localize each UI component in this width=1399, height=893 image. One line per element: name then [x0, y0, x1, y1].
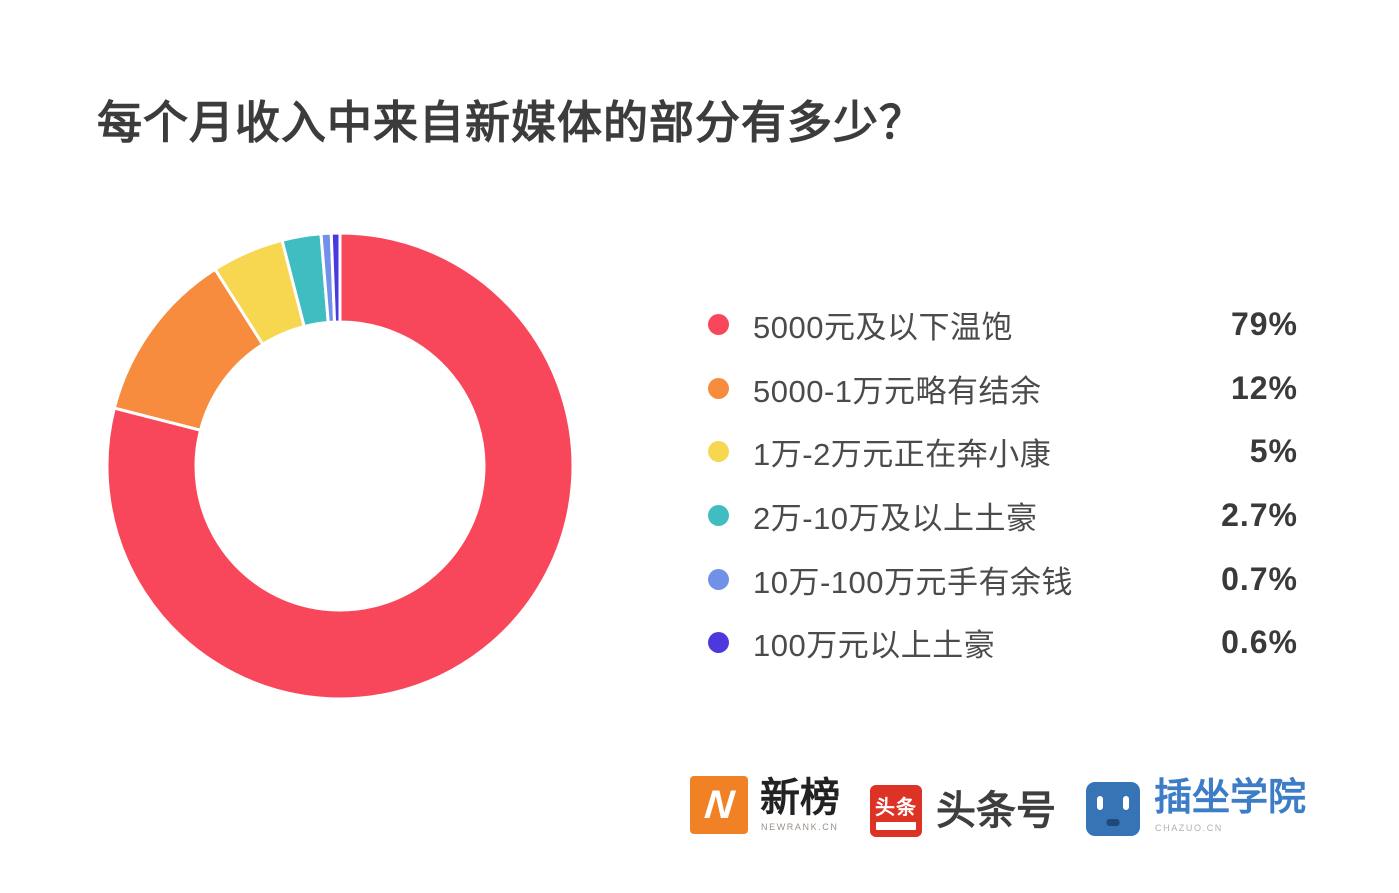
- legend-item-0: 5000元及以下温饱 79%: [708, 293, 1298, 357]
- chazuo-subtitle: CHAZUO.CN: [1155, 822, 1223, 833]
- legend-color-dot: [708, 377, 729, 399]
- legend-color-dot: [708, 632, 729, 654]
- chazuo-icon: [1086, 782, 1140, 836]
- newrank-subtitle: NEWRANK.CN: [761, 822, 839, 832]
- legend-color-dot: [708, 314, 729, 336]
- legend-item-3: 2万-10万及以上土豪 2.7%: [708, 484, 1298, 548]
- chazuo-icon-eye-left: [1097, 796, 1103, 810]
- legend-value: 79%: [1230, 306, 1298, 343]
- toutiao-icon-text: 头条: [875, 797, 917, 819]
- logo-newrank: N 新榜 NEWRANK.CN: [690, 776, 840, 834]
- legend-label: 10万-100万元手有余钱: [753, 564, 1074, 600]
- chart-title: 每个月收入中来自新媒体的部分有多少？: [97, 97, 926, 148]
- legend-label: 2万-10万及以上土豪: [753, 501, 1038, 537]
- legend-label: 5000-1万元略有结余: [753, 373, 1042, 409]
- toutiao-icon-strip: [876, 822, 916, 830]
- toutiao-icon: 头条: [870, 785, 922, 837]
- legend-item-2: 1万-2万元正在奔小康 5%: [708, 420, 1298, 484]
- donut-segment-5: [329, 231, 342, 324]
- legend-value: 0.6%: [1221, 624, 1298, 661]
- toutiao-name: 头条号: [936, 789, 1056, 833]
- newrank-icon: N: [690, 776, 748, 834]
- legend-label: 100万元以上土豪: [753, 628, 996, 664]
- logo-chazuo: 插坐学院 CHAZUO.CN: [1086, 776, 1306, 836]
- footer-logos: N 新榜 NEWRANK.CN 头条 头条号 插坐学院 CHAZUO.CN: [690, 776, 1306, 846]
- donut-segment-0: [105, 231, 575, 701]
- chazuo-icon-eye-right: [1123, 796, 1129, 810]
- legend-label: 1万-2万元正在奔小康: [753, 437, 1052, 473]
- legend-label: 5000元及以下温饱: [753, 310, 1013, 346]
- legend-value: 12%: [1230, 369, 1298, 406]
- donut-chart: [105, 231, 575, 701]
- chazuo-icon-mouth: [1106, 819, 1120, 826]
- legend-color-dot: [708, 568, 729, 590]
- logo-toutiao: 头条 头条号: [870, 776, 1056, 846]
- legend-color-dot: [708, 441, 729, 463]
- legend-value: 5%: [1249, 433, 1298, 470]
- newrank-icon-letter: N: [702, 783, 736, 827]
- legend-value: 0.7%: [1221, 560, 1298, 597]
- chart-legend: 5000元及以下温饱 79% 5000-1万元略有结余 12% 1万-2万元正在奔小康 5…: [708, 293, 1298, 675]
- legend-item-5: 100万元以上土豪 0.6%: [708, 611, 1298, 675]
- legend-color-dot: [708, 505, 729, 527]
- legend-value: 2.7%: [1221, 497, 1298, 534]
- legend-item-4: 10万-100万元手有余钱 0.7%: [708, 547, 1298, 611]
- newrank-name: 新榜: [760, 776, 840, 820]
- legend-item-1: 5000-1万元略有结余 12%: [708, 357, 1298, 421]
- chazuo-name: 插坐学院: [1154, 777, 1307, 819]
